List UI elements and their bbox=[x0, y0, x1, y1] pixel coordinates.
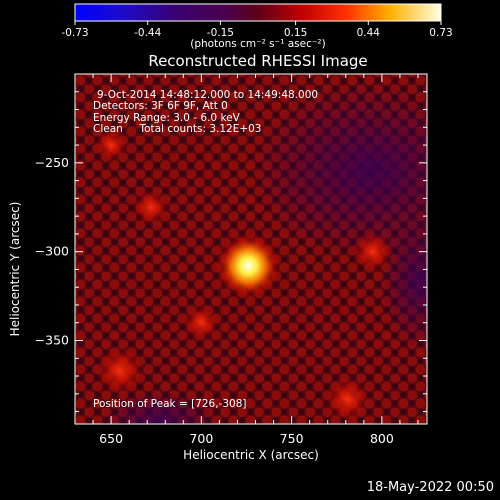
dim-region bbox=[100, 390, 220, 424]
footer-timestamp: 18-May-2022 00:50 bbox=[366, 480, 494, 495]
colorbar-unit-label: (photons cm⁻² s⁻¹ asec⁻²) bbox=[190, 38, 326, 50]
y-tick-label: −300 bbox=[35, 244, 69, 259]
chart-title: Reconstructed RHESSI Image bbox=[148, 52, 368, 70]
colorbar-gradient bbox=[74, 3, 442, 22]
x-tick-label: 750 bbox=[280, 431, 304, 446]
y-tick-label: −250 bbox=[35, 155, 69, 170]
source-blob bbox=[132, 189, 169, 226]
source-blob bbox=[95, 345, 146, 396]
info-line-energy: Energy Range: 3.0 - 6.0 keV bbox=[93, 112, 240, 124]
colorbar-tick-label: 0.73 bbox=[429, 27, 452, 39]
plot-frame bbox=[74, 73, 428, 425]
source-blob bbox=[324, 376, 371, 423]
source-blob bbox=[182, 304, 220, 342]
y-tick-label: −350 bbox=[35, 332, 69, 347]
colorbar-tick-label: -0.44 bbox=[134, 27, 161, 39]
dim-region bbox=[250, 80, 427, 260]
x-tick-label: 700 bbox=[189, 431, 213, 446]
info-line-clean: Clean Total counts: 3.12E+03 bbox=[93, 123, 262, 135]
x-tick-label: 650 bbox=[99, 431, 123, 446]
colorbar-tick-label: 0.44 bbox=[357, 27, 381, 39]
colorbar-tick-label: 0.15 bbox=[284, 27, 307, 39]
colorbar: -0.73 -0.44 -0.15 0.15 0.44 0.73 bbox=[61, 3, 453, 39]
axes: 650 700 750 800 −250 −300 −350 bbox=[35, 74, 427, 446]
info-line-time: 9-Oct-2014 14:48:12.000 to 14:49:48.000 bbox=[97, 89, 319, 101]
colorbar-tick-label: -0.15 bbox=[207, 27, 234, 39]
peak-source-blob bbox=[214, 231, 283, 300]
x-tick-label: 800 bbox=[370, 431, 394, 446]
colorbar-tick-label: -0.73 bbox=[61, 27, 88, 39]
y-axis-label: Heliocentric Y (arcsec) bbox=[8, 201, 22, 337]
peak-position-label: Position of Peak = [726,-308] bbox=[93, 398, 247, 410]
dim-region bbox=[380, 210, 427, 350]
x-axis-label: Heliocentric X (arcsec) bbox=[183, 448, 319, 462]
source-blobs bbox=[93, 127, 395, 423]
colorbar-ticks: -0.73 -0.44 -0.15 0.15 0.44 0.73 bbox=[61, 21, 453, 39]
source-blob bbox=[93, 127, 129, 163]
source-blob bbox=[351, 230, 395, 273]
info-line-detectors: Detectors: 3F 6F 9F, Att 0 bbox=[93, 100, 228, 112]
